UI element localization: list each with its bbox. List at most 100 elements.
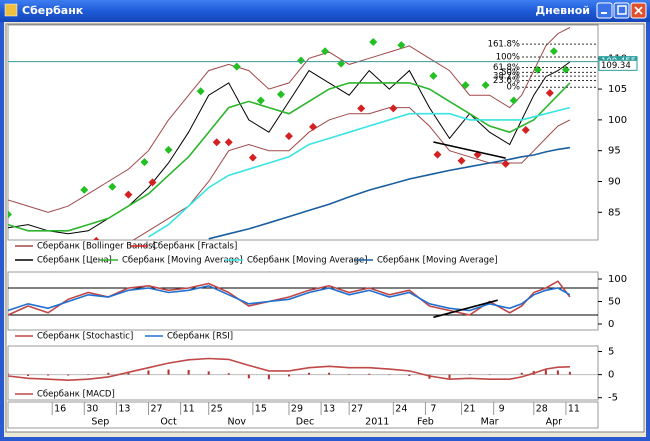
histogram-bar — [47, 374, 50, 376]
y-tick-label: 100 — [608, 115, 627, 126]
fractal-marker — [124, 190, 133, 199]
y-tick-label: -5 — [608, 393, 618, 404]
month-label: Feb — [417, 417, 434, 428]
fib-label: 38.2% — [493, 72, 520, 82]
month-label: Apr — [546, 417, 563, 428]
fractal-marker — [509, 96, 518, 105]
histogram-bar — [107, 372, 110, 375]
x-tick-label: 21 — [464, 404, 476, 415]
x-tick-label: 27 — [150, 404, 162, 415]
fractal-marker — [164, 145, 173, 154]
histogram-bar — [448, 374, 451, 379]
histogram-bar — [147, 370, 150, 375]
window-icon — [4, 3, 18, 17]
series-line — [8, 284, 571, 312]
minimize-icon — [601, 12, 607, 14]
y-tick-label: 50 — [608, 297, 621, 308]
trend-line — [433, 299, 498, 319]
histogram-bar — [227, 373, 230, 375]
fractal-marker — [461, 81, 470, 90]
legend-label: Сбербанк [Moving Average] — [122, 256, 243, 266]
fib-label: 50% — [501, 68, 520, 78]
y-tick-label: 100 — [608, 274, 627, 285]
x-tick-label: 16 — [54, 404, 66, 415]
x-tick-label: 29 — [291, 404, 303, 415]
x-tick-label: 13 — [323, 404, 335, 415]
fractal-marker — [389, 104, 398, 113]
fractal-marker — [224, 138, 233, 147]
close-icon — [634, 6, 643, 15]
fractal-marker — [357, 104, 366, 113]
fractal-marker — [369, 38, 378, 47]
y-tick-label: 0 — [608, 319, 614, 330]
fractal-marker — [284, 132, 293, 141]
histogram-bar — [308, 372, 311, 375]
y-tick-label: 5 — [608, 347, 614, 358]
legend-label: Сбербанк [Цена] — [37, 256, 112, 266]
histogram-bar — [8, 373, 9, 375]
x-tick-label: 11 — [568, 404, 580, 415]
x-tick-label: 24 — [395, 404, 407, 415]
band-lower — [132, 107, 571, 240]
histogram-bar — [287, 374, 290, 377]
legend-label: Сбербанк [Bollinger Bands] — [37, 242, 156, 252]
series-line — [8, 82, 571, 232]
legend-label: Сбербанк [Moving Average] — [247, 256, 368, 266]
legend-label: Сбербанк [Stochastic] — [37, 332, 133, 342]
series-line — [208, 146, 571, 240]
month-label: Mar — [481, 417, 499, 428]
x-tick-label: 7 — [430, 404, 436, 415]
fractal-marker — [8, 210, 12, 219]
time-axis — [7, 401, 599, 429]
panel-frame — [7, 345, 599, 401]
fib-label: 0% — [507, 83, 521, 93]
maximize-icon — [617, 5, 627, 15]
window-title: Сбербанк — [22, 4, 84, 17]
series-line — [148, 106, 571, 238]
panel-frame — [7, 271, 599, 331]
histogram-bar — [207, 371, 210, 375]
plot-layer: 859095100105110161.8%100%61.8%50%38.2%23… — [7, 24, 638, 429]
minimize-button[interactable] — [596, 2, 613, 19]
fib-label: 100% — [496, 53, 520, 63]
fractal-marker — [549, 47, 558, 56]
x-tick-label: 28 — [536, 404, 548, 415]
legend-label: Сбербанк [MACD] — [37, 390, 115, 400]
fractal-marker — [545, 88, 554, 97]
month-label: Nov — [228, 417, 247, 428]
histogram-bar — [544, 369, 547, 375]
month-label: Oct — [160, 417, 177, 428]
x-tick-label: 11 — [183, 404, 195, 415]
fractal-marker — [521, 125, 530, 134]
fractal-marker — [481, 81, 490, 90]
fractal-marker — [80, 185, 89, 194]
y-tick-label: 85 — [608, 207, 621, 218]
fractal-marker — [501, 159, 510, 168]
fractal-marker — [212, 138, 221, 147]
histogram-bar — [568, 371, 571, 375]
fractal-marker — [148, 178, 157, 187]
fractal-marker — [309, 122, 318, 131]
panel-plot — [8, 27, 598, 240]
legend-label: Сбербанк [Moving Average] — [377, 256, 498, 266]
x-tick-label: 30 — [86, 404, 98, 415]
fractal-marker — [256, 96, 265, 105]
x-tick-label: 15 — [255, 404, 267, 415]
histogram-bar — [247, 374, 250, 379]
fractal-marker — [321, 47, 330, 56]
fractal-marker — [140, 158, 149, 167]
fib-label: 23.6% — [493, 76, 520, 86]
histogram-bar — [67, 374, 70, 376]
fib-label: 61.8% — [493, 63, 520, 73]
fractal-marker — [248, 153, 257, 162]
fib-label: 161.8% — [488, 40, 520, 50]
month-label: Dec — [296, 417, 314, 428]
price-box — [598, 59, 638, 71]
histogram-bar — [556, 370, 559, 375]
fractal-marker — [397, 41, 406, 50]
fractal-marker — [68, 239, 69, 240]
month-label: Sep — [91, 417, 109, 428]
fractal-marker — [433, 150, 442, 159]
fractal-marker — [296, 56, 305, 65]
